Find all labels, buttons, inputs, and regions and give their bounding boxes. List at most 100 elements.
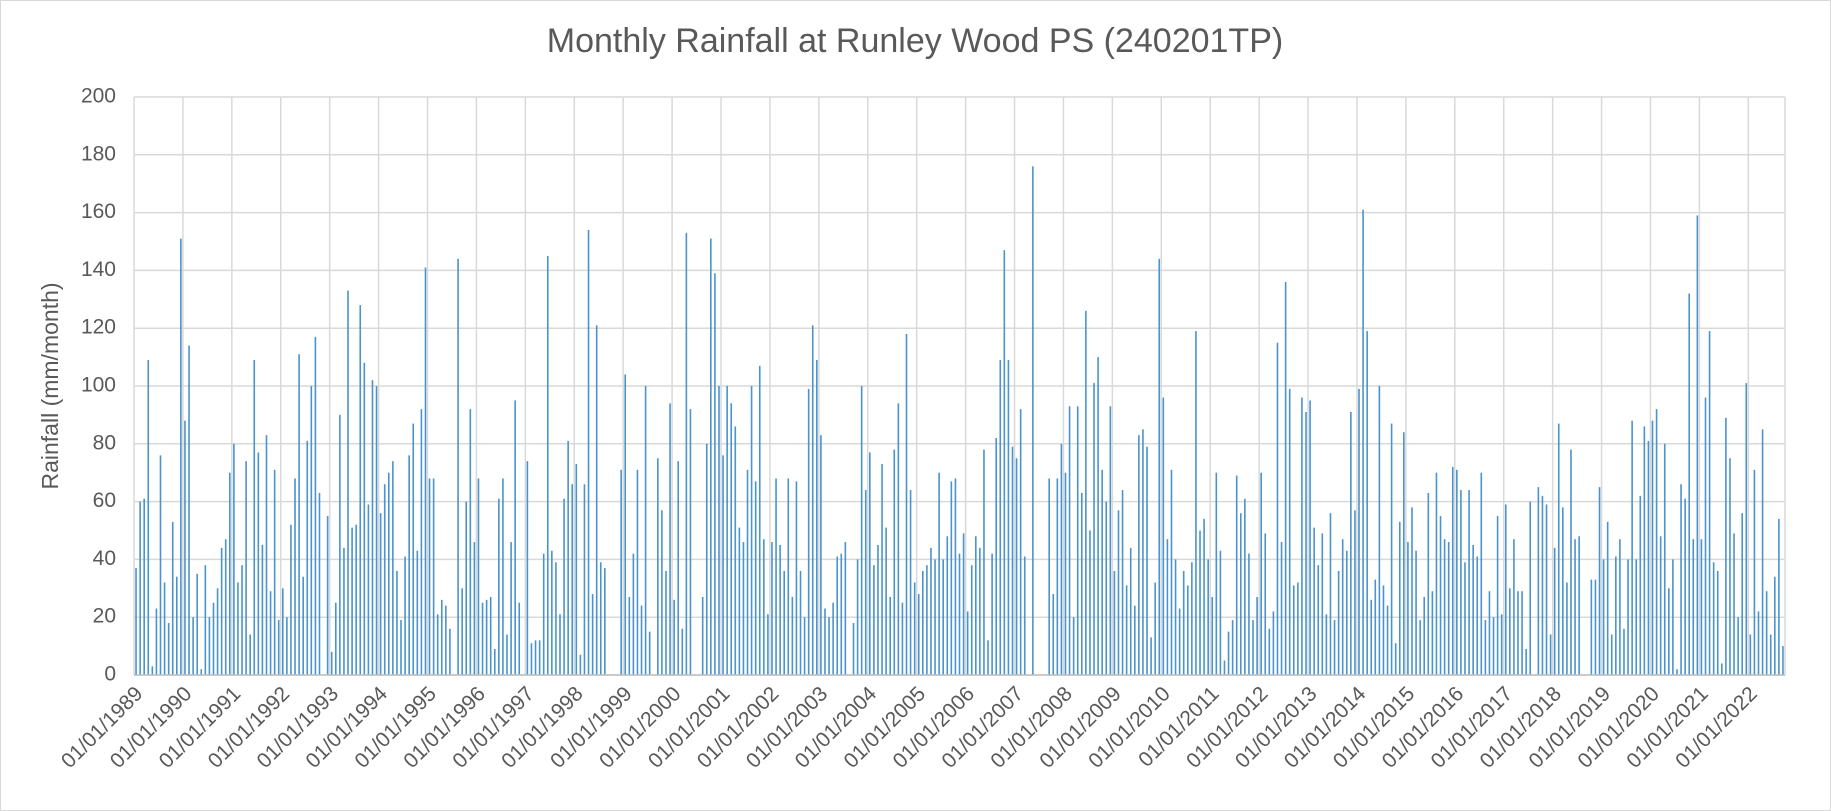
bar bbox=[1309, 400, 1311, 675]
bar bbox=[355, 524, 357, 675]
bar bbox=[1056, 478, 1059, 675]
bar bbox=[1333, 620, 1336, 675]
y-tick-label: 180 bbox=[81, 142, 116, 165]
bar bbox=[200, 669, 203, 675]
bar bbox=[1778, 518, 1780, 675]
bar bbox=[954, 478, 957, 675]
bar bbox=[387, 472, 390, 675]
bar bbox=[318, 492, 321, 675]
bar bbox=[897, 403, 900, 675]
bar bbox=[1394, 643, 1397, 675]
bar bbox=[473, 542, 476, 675]
bar bbox=[546, 255, 549, 675]
bar bbox=[1451, 466, 1454, 675]
bar bbox=[1557, 423, 1560, 675]
bar bbox=[1235, 475, 1238, 675]
bar bbox=[143, 498, 145, 675]
y-tick-label: 0 bbox=[104, 663, 116, 686]
bar bbox=[787, 478, 790, 675]
bar bbox=[1606, 521, 1609, 675]
bar bbox=[359, 305, 362, 675]
bar bbox=[339, 414, 341, 675]
bar bbox=[526, 461, 529, 675]
bar bbox=[436, 614, 439, 675]
bar bbox=[677, 461, 680, 675]
bar bbox=[689, 409, 692, 675]
bar bbox=[1093, 383, 1095, 675]
bar bbox=[1382, 585, 1385, 675]
bar bbox=[860, 386, 863, 675]
bar bbox=[1170, 469, 1173, 675]
bar bbox=[926, 565, 928, 675]
bar bbox=[555, 562, 557, 675]
bar bbox=[1048, 478, 1050, 675]
bar bbox=[1390, 423, 1393, 675]
bar bbox=[970, 565, 973, 675]
bar bbox=[1011, 446, 1014, 675]
bar bbox=[628, 596, 631, 675]
bar bbox=[1774, 576, 1776, 675]
bar bbox=[913, 582, 916, 675]
bar bbox=[212, 602, 215, 675]
bar bbox=[347, 290, 349, 675]
bar bbox=[1761, 429, 1764, 675]
bar bbox=[469, 409, 472, 675]
bar bbox=[1097, 357, 1099, 675]
bar bbox=[881, 464, 883, 675]
bar bbox=[1725, 417, 1727, 675]
bar bbox=[314, 336, 317, 675]
bar bbox=[844, 542, 847, 675]
bar bbox=[1374, 579, 1377, 675]
bar bbox=[983, 449, 985, 675]
bar bbox=[1080, 492, 1083, 675]
bar bbox=[946, 536, 949, 675]
y-tick-label: 100 bbox=[81, 374, 116, 397]
bar bbox=[889, 596, 891, 675]
bar bbox=[742, 542, 745, 675]
bar bbox=[816, 359, 818, 675]
bar bbox=[216, 588, 219, 675]
bar bbox=[277, 620, 280, 675]
bar bbox=[1745, 383, 1748, 675]
bar bbox=[1562, 507, 1564, 675]
bar bbox=[281, 588, 284, 675]
bar bbox=[1749, 634, 1752, 675]
bar bbox=[204, 565, 207, 675]
bar bbox=[1692, 539, 1695, 675]
bar bbox=[734, 426, 737, 675]
bar bbox=[1370, 599, 1373, 675]
bar bbox=[1712, 562, 1715, 675]
bar bbox=[681, 628, 684, 675]
bar bbox=[917, 594, 920, 675]
bar bbox=[559, 614, 561, 675]
bar bbox=[1631, 420, 1633, 675]
bar bbox=[432, 478, 435, 675]
bar bbox=[1688, 293, 1691, 675]
bar bbox=[750, 386, 753, 675]
bar bbox=[726, 386, 728, 675]
bar bbox=[1721, 663, 1723, 675]
bar bbox=[269, 591, 272, 675]
bar bbox=[1317, 565, 1320, 675]
bar bbox=[510, 542, 512, 675]
bar bbox=[995, 438, 997, 675]
bar bbox=[975, 536, 977, 675]
bar bbox=[445, 605, 447, 675]
bar bbox=[579, 654, 582, 675]
bar bbox=[758, 365, 761, 675]
bar bbox=[551, 550, 553, 675]
bar bbox=[1741, 513, 1743, 675]
bar bbox=[1431, 591, 1434, 675]
bar bbox=[1668, 588, 1670, 675]
bar bbox=[163, 582, 166, 675]
bar bbox=[1337, 570, 1340, 675]
bar bbox=[1427, 492, 1430, 675]
bar bbox=[1737, 617, 1739, 675]
bar bbox=[1345, 550, 1348, 675]
bar bbox=[1456, 469, 1458, 675]
bar bbox=[1517, 591, 1519, 675]
bar bbox=[1435, 472, 1438, 675]
bar bbox=[498, 498, 500, 675]
bar bbox=[893, 449, 896, 675]
bar bbox=[1350, 412, 1352, 675]
